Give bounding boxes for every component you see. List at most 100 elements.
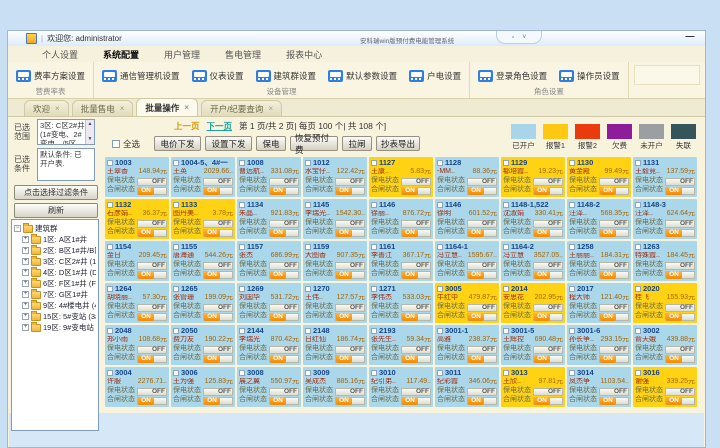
meter-card[interactable]: 1145 李瑞光.. 1542.30.. 保电状态 OFF 合闸状态 — [303, 199, 367, 239]
card-checkbox[interactable] — [437, 202, 443, 208]
card-checkbox[interactable] — [107, 328, 113, 334]
keep-power-state[interactable]: OFF — [467, 345, 497, 354]
tree-node[interactable]: 7区: G区1#井 — [14, 289, 96, 300]
keep-power-state[interactable]: OFF — [467, 219, 497, 228]
card-checkbox[interactable] — [371, 286, 377, 292]
meter-card[interactable]: 1161 李善江 367.17元 保电状态 OFF 合闸状态 — [369, 241, 433, 281]
checkbox-icon[interactable] — [112, 140, 120, 148]
keep-power-state[interactable]: OFF — [401, 261, 431, 270]
keep-power-state[interactable]: OFF — [533, 387, 563, 396]
meter-card[interactable]: 3010 纪引弟.. 117.49.. 保电状态 OFF 合闸状态 — [369, 367, 433, 407]
card-checkbox[interactable] — [173, 202, 179, 208]
ribbon-button[interactable]: 默认参数设置 — [328, 69, 397, 82]
card-checkbox[interactable] — [305, 160, 311, 166]
card-checkbox[interactable] — [371, 244, 377, 250]
card-checkbox[interactable] — [437, 286, 443, 292]
switch-state[interactable]: ON — [665, 186, 695, 195]
meter-card[interactable]: 1164-2 冯立慧 3527.05.. 保电状态 OFF 合闸状态 — [501, 241, 565, 281]
meter-card[interactable]: 1264 胡晓丽.. 57.30元 保电状态 OFF 合闸状态 — [105, 283, 169, 323]
scrollbar[interactable] — [85, 120, 94, 144]
switch-state[interactable]: ON — [533, 186, 563, 195]
meter-card[interactable]: 3001-6 孙长争.. 293.15元 保电状态 OFF 合闸状态 — [567, 325, 631, 365]
keep-power-state[interactable]: OFF — [335, 261, 365, 270]
switch-state[interactable]: ON — [533, 354, 563, 363]
restore-prepaid-button[interactable]: 恢复预付费 — [290, 133, 338, 155]
meter-card[interactable]: 3008 展之翼 550.97元 保电状态 OFF 合闸状态 — [237, 367, 301, 407]
switch-state[interactable]: ON — [335, 228, 365, 237]
switch-state[interactable]: ON — [335, 396, 365, 405]
switch-state[interactable]: ON — [599, 228, 629, 237]
card-checkbox[interactable] — [569, 370, 575, 376]
card-checkbox[interactable] — [107, 286, 113, 292]
keep-power-state[interactable]: OFF — [665, 219, 695, 228]
card-checkbox[interactable] — [437, 370, 443, 376]
card-checkbox[interactable] — [437, 328, 443, 334]
tab-close-icon[interactable] — [55, 104, 60, 113]
switch-state[interactable]: ON — [269, 186, 299, 195]
switch-state[interactable]: ON — [335, 312, 365, 321]
keep-power-state[interactable]: OFF — [203, 387, 233, 396]
meter-card[interactable]: 2148 日红仙 186.74元 保电状态 OFF 合闸状态 — [303, 325, 367, 365]
meter-card[interactable]: 1004-5、4#一 王英 2029.66.. 保电状态 OFF 合闸状态 — [171, 157, 235, 197]
meter-card[interactable]: 1129 郗培霞.. 19.23元 保电状态 OFF 合闸状态 — [501, 157, 565, 197]
switch-state[interactable]: ON — [203, 270, 233, 279]
menu-item[interactable]: 个人设置 — [42, 49, 79, 60]
card-checkbox[interactable] — [371, 202, 377, 208]
expand-icon[interactable] — [22, 280, 29, 287]
meter-card[interactable]: 3014 凤杰争 1103.54.. 保电状态 OFF 合闸状态 — [567, 367, 631, 407]
card-checkbox[interactable] — [569, 160, 575, 166]
switch-state[interactable]: ON — [269, 270, 299, 279]
keep-power-state[interactable]: OFF — [203, 261, 233, 270]
keep-power-state[interactable]: OFF — [533, 303, 563, 312]
keep-power-state[interactable]: OFF — [533, 219, 563, 228]
card-checkbox[interactable] — [503, 202, 509, 208]
card-checkbox[interactable] — [371, 160, 377, 166]
meter-card[interactable]: 3009 吴成杰 885.16元 保电状态 OFF 合闸状态 — [303, 367, 367, 407]
select-all-checkbox[interactable]: 全选 — [112, 138, 140, 150]
ribbon-button[interactable]: 户电设置 — [409, 69, 461, 82]
meter-card[interactable]: 1148-1,522 沈淑娟 330.41元 保电状态 OFF 合闸状态 — [501, 199, 565, 239]
keep-power-state[interactable]: OFF — [269, 303, 299, 312]
meter-card[interactable]: 3001-5 王辉控 690.48元 保电状态 OFF 合闸状态 — [501, 325, 565, 365]
keep-power-state[interactable]: OFF — [137, 387, 167, 396]
card-checkbox[interactable] — [107, 160, 113, 166]
trip-button[interactable]: 拉闸 — [342, 136, 372, 151]
card-checkbox[interactable] — [635, 328, 641, 334]
keep-power-state[interactable]: OFF — [203, 219, 233, 228]
ribbon-button[interactable]: 操作员设置 — [559, 69, 620, 82]
customize-icon[interactable] — [512, 34, 514, 41]
meter-card[interactable]: 2048 郑小雨 108.68元 保电状态 OFF 合闸状态 — [105, 325, 169, 365]
card-checkbox[interactable] — [437, 160, 443, 166]
keep-power-state[interactable]: OFF — [137, 261, 167, 270]
card-checkbox[interactable] — [107, 202, 113, 208]
card-checkbox[interactable] — [107, 370, 113, 376]
keep-power-state[interactable]: OFF — [137, 345, 167, 354]
card-checkbox[interactable] — [635, 370, 641, 376]
keep-power-button[interactable]: 保电 — [256, 136, 286, 151]
keep-power-state[interactable]: OFF — [467, 177, 497, 186]
keep-power-state[interactable]: OFF — [269, 177, 299, 186]
meter-card[interactable]: 1258 王丽丽.. 184.31元 保电状态 OFF 合闸状态 — [567, 241, 631, 281]
keep-power-state[interactable]: OFF — [599, 387, 629, 396]
ribbon-button[interactable]: 建筑群设置 — [255, 69, 316, 82]
card-checkbox[interactable] — [173, 160, 179, 166]
tree-node[interactable]: 4区: D区1#井 (D区1.. — [14, 267, 96, 278]
keep-power-state[interactable]: OFF — [401, 345, 431, 354]
keep-power-state[interactable]: OFF — [269, 219, 299, 228]
card-checkbox[interactable] — [371, 328, 377, 334]
menu-item[interactable]: 售电管理 — [225, 49, 262, 60]
selected-range-box[interactable]: 3区: C区2#井 (1#变电、2#变电、/5区、6区.. — [37, 119, 95, 145]
document-tab[interactable]: 批量售电 — [71, 100, 134, 116]
meter-card[interactable]: 1271 李伟杰 533.03元 保电状态 OFF 合闸状态 — [369, 283, 433, 323]
card-checkbox[interactable] — [569, 244, 575, 250]
meter-card[interactable]: 3011 纪彩霞 346.06元 保电状态 OFF 合闸状态 — [435, 367, 499, 407]
menu-item[interactable]: 系统配置 — [103, 49, 140, 60]
switch-state[interactable]: ON — [137, 270, 167, 279]
card-checkbox[interactable] — [503, 328, 509, 334]
card-checkbox[interactable] — [569, 286, 575, 292]
card-checkbox[interactable] — [107, 244, 113, 250]
keep-power-state[interactable]: OFF — [335, 303, 365, 312]
keep-power-state[interactable]: OFF — [599, 177, 629, 186]
keep-power-state[interactable]: OFF — [533, 345, 563, 354]
card-checkbox[interactable] — [173, 244, 179, 250]
